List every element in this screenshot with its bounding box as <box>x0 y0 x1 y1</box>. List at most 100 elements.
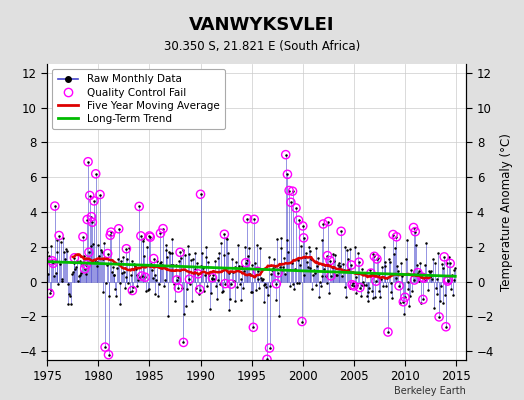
Point <box>435 314 443 320</box>
Point <box>243 216 252 222</box>
Point <box>389 231 397 238</box>
Point <box>208 274 216 281</box>
Point <box>348 282 356 288</box>
Point <box>128 287 137 294</box>
Point <box>96 191 104 198</box>
Point <box>249 324 257 330</box>
Point <box>392 234 401 240</box>
Legend: Raw Monthly Data, Quality Control Fail, Five Year Moving Average, Long-Term Tren: Raw Monthly Data, Quality Control Fail, … <box>52 69 225 129</box>
Point <box>79 234 87 240</box>
Point <box>272 281 280 287</box>
Point <box>285 187 293 194</box>
Point <box>156 230 165 236</box>
Point <box>115 226 123 232</box>
Point <box>287 199 295 206</box>
Point <box>350 283 358 289</box>
Point <box>323 252 332 259</box>
Point <box>337 228 345 234</box>
Text: Berkeley Earth: Berkeley Earth <box>395 386 466 396</box>
Point <box>292 205 300 211</box>
Point <box>442 324 450 330</box>
Point <box>179 339 188 346</box>
Point <box>88 214 96 220</box>
Text: 30.350 S, 21.821 E (South Africa): 30.350 S, 21.821 E (South Africa) <box>164 40 360 53</box>
Point <box>106 232 114 238</box>
Point <box>263 356 271 362</box>
Point <box>137 273 146 279</box>
Point <box>196 191 205 198</box>
Point <box>135 203 144 210</box>
Point <box>288 188 297 194</box>
Point <box>84 158 92 165</box>
Point <box>372 278 380 284</box>
Point <box>274 270 282 276</box>
Point <box>220 231 228 238</box>
Point <box>281 152 290 158</box>
Point <box>82 262 91 268</box>
Point <box>227 281 235 287</box>
Point <box>85 192 94 199</box>
Point <box>370 253 378 260</box>
Point <box>399 298 408 305</box>
Point <box>103 250 112 257</box>
Point <box>401 294 409 300</box>
Point <box>81 266 89 272</box>
Point <box>298 318 306 325</box>
Point <box>85 249 93 256</box>
Point <box>373 256 381 262</box>
Point <box>137 233 145 239</box>
Point <box>90 198 98 204</box>
Point <box>46 290 54 297</box>
Point <box>420 275 428 281</box>
Point <box>299 223 307 229</box>
Point <box>444 276 453 283</box>
Point <box>172 277 181 283</box>
Point <box>418 274 426 280</box>
Point <box>92 171 100 177</box>
Text: VANWYKSVLEI: VANWYKSVLEI <box>189 16 335 34</box>
Point <box>283 171 292 178</box>
Y-axis label: Temperature Anomaly (°C): Temperature Anomaly (°C) <box>500 133 512 291</box>
Point <box>104 352 113 358</box>
Point <box>409 224 418 231</box>
Point <box>294 217 303 223</box>
Point <box>146 234 155 240</box>
Point <box>319 221 328 227</box>
Point <box>242 260 250 266</box>
Point <box>195 286 204 293</box>
Point <box>221 280 230 287</box>
Point <box>83 216 91 223</box>
Point <box>101 344 110 350</box>
Point <box>326 273 335 279</box>
Point <box>410 277 419 283</box>
Point <box>107 229 115 235</box>
Point <box>185 276 194 282</box>
Point <box>356 284 364 291</box>
Point <box>419 296 427 303</box>
Point <box>51 203 59 209</box>
Point <box>265 345 274 351</box>
Point <box>70 254 79 261</box>
Point <box>176 249 184 256</box>
Point <box>324 218 333 225</box>
Point <box>254 268 262 274</box>
Point <box>250 216 258 222</box>
Point <box>194 271 202 277</box>
Point <box>443 278 452 284</box>
Point <box>326 257 334 264</box>
Point <box>347 262 355 268</box>
Point <box>384 329 392 335</box>
Point <box>149 255 158 262</box>
Point <box>355 259 363 265</box>
Point <box>141 274 149 280</box>
Point <box>367 270 375 276</box>
Point <box>446 260 454 267</box>
Point <box>145 233 154 239</box>
Point <box>440 254 449 260</box>
Point <box>395 283 403 289</box>
Point <box>49 260 57 266</box>
Point <box>411 228 419 235</box>
Point <box>88 219 96 225</box>
Point <box>299 235 308 241</box>
Point <box>48 258 57 264</box>
